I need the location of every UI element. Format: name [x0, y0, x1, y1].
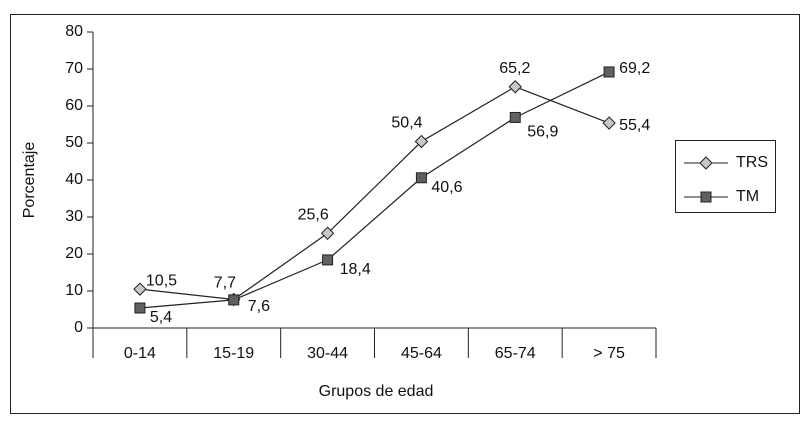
data-label: 25,6	[298, 206, 329, 223]
marker	[603, 66, 615, 78]
marker	[602, 116, 616, 130]
data-label: 10,5	[146, 272, 177, 289]
marker	[508, 80, 522, 94]
y-tick-label: 80	[65, 23, 83, 40]
x-tick-label: > 75	[593, 345, 625, 362]
y-tick-label: 60	[65, 97, 83, 114]
y-tick-label: 0	[74, 319, 83, 336]
marker	[699, 156, 713, 170]
series-line	[139, 86, 610, 301]
y-tick-label: 10	[65, 282, 83, 299]
data-label: 69,2	[619, 60, 650, 77]
data-label: 7,6	[248, 298, 270, 315]
x-tick-label: 65-74	[495, 345, 536, 362]
marker	[700, 191, 712, 203]
data-label: 65,2	[499, 60, 530, 77]
legend-label: TRS	[736, 154, 768, 171]
x-tick-label: 15-19	[213, 345, 254, 362]
marker	[228, 294, 240, 306]
x-tick-label: 45-64	[401, 345, 442, 362]
y-tick-label: 50	[65, 134, 83, 151]
marker	[134, 302, 146, 314]
y-tick-label: 70	[65, 60, 83, 77]
y-tick-label: 30	[65, 208, 83, 225]
x-tick-label: 30-44	[307, 345, 348, 362]
series-line	[139, 71, 610, 309]
data-label: 18,4	[340, 261, 371, 278]
x-tick-label: 0-14	[124, 345, 156, 362]
marker	[320, 226, 335, 240]
y-tick-label: 40	[65, 171, 83, 188]
chart-border	[10, 14, 800, 414]
marker	[322, 254, 334, 266]
legend	[675, 140, 776, 213]
data-label: 40,6	[431, 179, 462, 196]
legend-label: TM	[736, 188, 759, 205]
x-axis-label: Grupos de edad	[319, 383, 434, 400]
marker	[509, 111, 521, 123]
data-label: 5,4	[150, 309, 172, 326]
data-label: 55,4	[619, 117, 650, 134]
marker	[415, 172, 427, 184]
data-label: 7,7	[214, 275, 236, 292]
y-tick-label: 20	[65, 245, 83, 262]
data-label: 50,4	[391, 115, 422, 132]
y-axis-label: Porcentaje	[21, 142, 38, 219]
marker	[414, 134, 429, 149]
marker	[133, 282, 147, 296]
data-label: 56,9	[527, 124, 558, 141]
